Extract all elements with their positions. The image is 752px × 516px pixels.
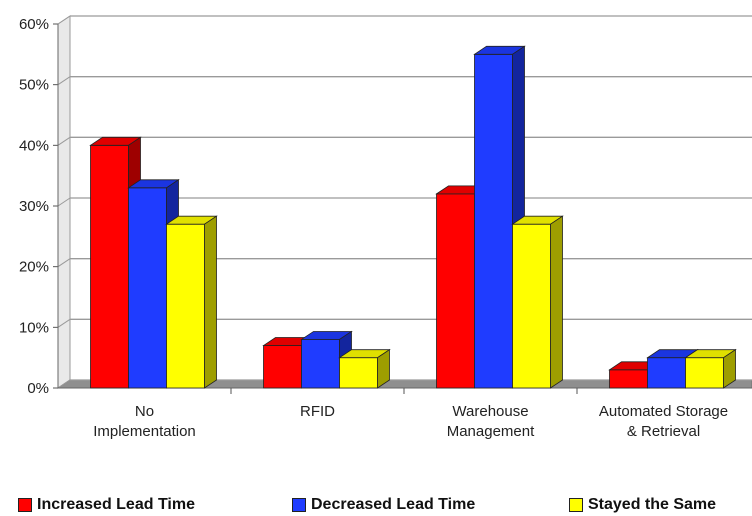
gridline-diagonal [57, 258, 71, 268]
chart-grid [56, 15, 752, 389]
y-tick-label: 30% [19, 198, 49, 215]
bar-front [339, 357, 378, 389]
chart-bars [89, 45, 737, 389]
y-tick-label: 50% [19, 77, 49, 94]
bar [300, 330, 353, 389]
bar [338, 348, 391, 389]
y-tick-label: 40% [19, 137, 49, 154]
chart-legend: Increased Lead Time Decreased Lead Time … [18, 496, 752, 516]
y-tick-label: 20% [19, 259, 49, 276]
category-label: Implementation [93, 423, 196, 440]
category-label: Management [447, 423, 535, 440]
bar-side [550, 215, 563, 389]
bar-front [90, 144, 129, 389]
legend-item-increased: Increased Lead Time [18, 496, 195, 514]
bar-front [685, 357, 724, 389]
legend-label: Increased Lead Time [37, 496, 195, 513]
gridline-diagonal [57, 15, 71, 25]
bar-front [647, 357, 686, 389]
bar-front [474, 53, 513, 389]
bar-side [377, 348, 390, 389]
legend-swatch-red [18, 498, 32, 512]
bar-side [204, 215, 217, 389]
category-label: & Retrieval [627, 423, 700, 440]
bar-front [263, 345, 302, 389]
bar [511, 215, 564, 389]
bar [165, 215, 218, 389]
gridline-diagonal [57, 136, 71, 146]
chart-labels: 0% 10% 20% 30% 40% 50% 60% No Implementation RFID… [19, 16, 728, 440]
gridline-diagonal [57, 76, 71, 86]
bar-front [128, 187, 167, 389]
bar [684, 348, 737, 389]
y-tick-label: 10% [19, 319, 49, 336]
bar-front [609, 369, 648, 389]
category-label: RFID [300, 403, 335, 420]
y-tick-label: 0% [27, 380, 49, 397]
bar-front [301, 339, 340, 389]
bar-side [723, 348, 736, 389]
category-label: No [135, 403, 154, 420]
legend-item-decreased: Decreased Lead Time [292, 496, 475, 514]
legend-label: Decreased Lead Time [311, 496, 476, 513]
bar-front [512, 223, 551, 389]
legend-swatch-blue [292, 498, 306, 512]
gridline-diagonal [57, 197, 71, 207]
category-label: Warehouse [452, 403, 528, 420]
y-tick-label: 60% [19, 16, 49, 33]
legend-swatch-yellow [569, 498, 583, 512]
bar-front [436, 193, 475, 389]
gridline-diagonal [57, 318, 71, 328]
bar-front [166, 223, 205, 389]
legend-item-same: Stayed the Same [569, 496, 716, 514]
category-label: Automated Storage [599, 403, 728, 420]
gridline-diagonal [57, 379, 71, 389]
legend-label: Stayed the Same [588, 496, 717, 513]
